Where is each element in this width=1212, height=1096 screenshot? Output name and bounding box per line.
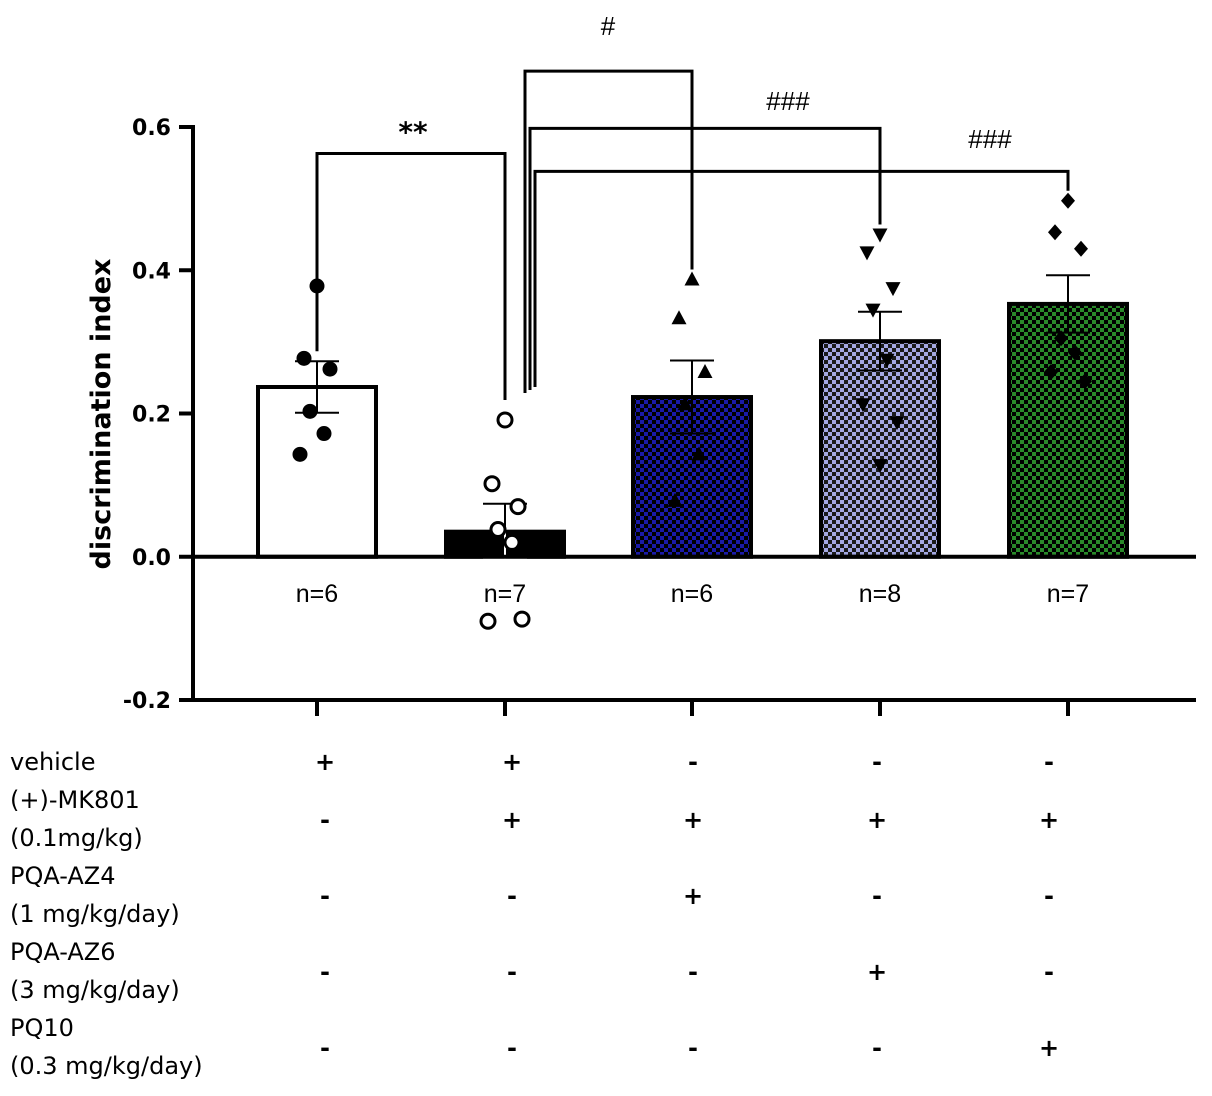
treatment-label: (1 mg/kg/day) — [10, 900, 180, 928]
treatment-sign: + — [502, 806, 522, 834]
y-tick-label: -0.2 — [123, 689, 171, 714]
treatment-sign: - — [1044, 958, 1054, 986]
treatment-sign: + — [1039, 1034, 1059, 1062]
significance-bracket — [315, 152, 507, 400]
treatment-sign: + — [867, 958, 887, 986]
treatment-sign: - — [872, 1034, 882, 1062]
significance-bracket — [523, 69, 694, 393]
treatment-sign: - — [507, 882, 517, 910]
treatment-label: (0.1mg/kg) — [10, 824, 143, 852]
data-point — [691, 446, 707, 461]
data-point — [885, 282, 901, 297]
treatment-label: (3 mg/kg/day) — [10, 976, 180, 1004]
data-point — [865, 303, 881, 318]
data-point — [316, 426, 332, 442]
n-label: n=7 — [1047, 580, 1089, 608]
bar-1 — [256, 384, 378, 559]
significance-bracket — [528, 126, 882, 390]
treatment-sign: - — [320, 806, 330, 834]
significance-bracket — [533, 169, 1070, 387]
treatment-sign: - — [1044, 748, 1054, 776]
treatment-sign: - — [320, 1034, 330, 1062]
data-point — [872, 228, 888, 243]
treatment-label: (+)-MK801 — [10, 786, 140, 814]
data-point — [1054, 330, 1068, 347]
significance-label: ### — [766, 86, 810, 116]
treatment-label: (0.3 mg/kg/day) — [10, 1052, 203, 1080]
data-point — [667, 492, 683, 507]
bar-5 — [1007, 301, 1129, 559]
treatment-sign: - — [688, 958, 698, 986]
data-point — [855, 398, 871, 413]
treatment-sign: - — [507, 1034, 517, 1062]
y-tick-label: 0.2 — [132, 403, 171, 428]
data-point — [889, 416, 905, 431]
data-point — [296, 350, 312, 366]
treatment-sign: + — [683, 882, 703, 910]
treatment-sign: - — [872, 882, 882, 910]
data-point — [1078, 373, 1092, 390]
y-tick-label: 0.4 — [132, 259, 171, 284]
y-tick-label: 0.0 — [132, 546, 171, 571]
data-point — [1061, 192, 1075, 209]
data-point — [513, 610, 531, 628]
treatment-label: PQA-AZ6 — [10, 938, 116, 966]
significance-label: ### — [968, 124, 1012, 154]
n-label: n=8 — [859, 580, 901, 608]
treatment-sign: + — [502, 748, 522, 776]
treatment-sign: - — [872, 748, 882, 776]
treatment-sign: + — [683, 806, 703, 834]
data-point — [671, 310, 687, 325]
data-point — [479, 612, 497, 630]
data-point — [1074, 240, 1088, 257]
data-point — [872, 459, 888, 474]
data-point — [509, 498, 527, 516]
data-point — [483, 475, 501, 493]
data-point — [292, 446, 308, 462]
treatment-label: vehicle — [10, 748, 95, 776]
treatment-sign: - — [320, 958, 330, 986]
data-point — [322, 361, 338, 377]
data-point — [879, 353, 895, 368]
significance-label: # — [601, 11, 616, 41]
treatment-label: PQA-AZ4 — [10, 862, 116, 890]
n-label: n=6 — [671, 580, 713, 608]
data-point — [697, 363, 713, 378]
data-point — [859, 246, 875, 261]
significance-label: ** — [398, 116, 428, 149]
n-label: n=7 — [484, 580, 526, 608]
data-point — [1044, 363, 1058, 380]
y-tick-label: 0.6 — [132, 116, 171, 141]
treatment-sign: + — [315, 748, 335, 776]
data-point — [677, 396, 693, 411]
treatment-sign: - — [320, 882, 330, 910]
n-label: n=6 — [296, 580, 338, 608]
data-point — [489, 521, 507, 539]
treatment-label: PQ10 — [10, 1014, 74, 1042]
data-point — [1068, 344, 1082, 361]
data-point — [684, 271, 700, 286]
data-point — [302, 403, 318, 419]
treatment-sign: + — [1039, 806, 1059, 834]
data-point — [1048, 224, 1062, 241]
treatment-sign: - — [688, 1034, 698, 1062]
treatment-sign: + — [867, 806, 887, 834]
treatment-sign: - — [1044, 882, 1054, 910]
bar-4 — [819, 339, 941, 559]
treatment-sign: - — [507, 958, 517, 986]
y-axis-label: discrimination index — [86, 259, 117, 570]
data-point — [496, 411, 514, 429]
treatment-sign: - — [688, 748, 698, 776]
data-point — [503, 533, 521, 551]
